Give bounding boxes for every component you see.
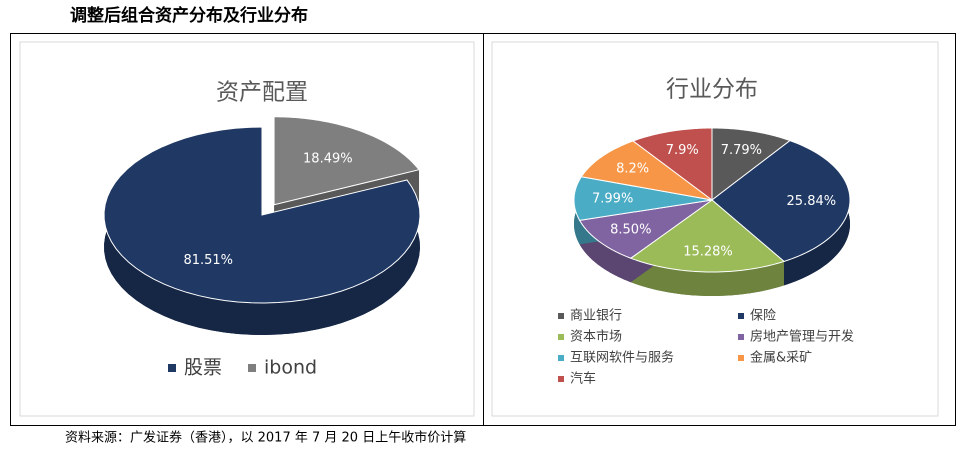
slice — [711, 127, 792, 202]
data-label: 7.9% — [666, 143, 699, 158]
legend-swatch — [248, 364, 256, 372]
legend-swatch — [558, 355, 564, 361]
slice — [629, 199, 786, 273]
left-chart-area — [19, 41, 475, 417]
right-chart-area — [491, 41, 939, 417]
data-label: 7.79% — [721, 143, 762, 158]
slice-side — [579, 220, 631, 283]
slice — [103, 126, 421, 304]
data-label: 15.28% — [683, 244, 733, 259]
legend-swatch — [558, 376, 564, 382]
legend-label: 互联网软件与服务 — [570, 350, 674, 366]
legend-label: 保险 — [750, 309, 776, 324]
legend-label: ibond — [264, 357, 317, 379]
source-note: 资料来源：广发证券（香港），以 2017 年 7 月 20 日上午收市价计算 — [65, 430, 466, 446]
legend-swatch — [738, 355, 744, 361]
legend-swatch — [738, 313, 744, 319]
right-panel — [483, 33, 956, 426]
legend-swatch — [558, 313, 564, 319]
slice — [580, 140, 713, 201]
slice — [273, 116, 420, 206]
legend-swatch — [558, 334, 564, 340]
legend-label: 汽车 — [570, 371, 596, 387]
slice — [632, 127, 713, 201]
legend-label: 资本市场 — [570, 329, 622, 345]
chart-title: 行业分布 — [666, 77, 758, 103]
slice-side — [630, 258, 785, 296]
legend-swatch — [168, 364, 176, 372]
chart-title: 资产配置 — [216, 80, 308, 106]
slice — [578, 199, 713, 259]
data-label: 8.50% — [610, 222, 651, 237]
legend-label: 商业银行 — [570, 309, 622, 324]
data-label: 81.51% — [183, 253, 233, 268]
slice — [711, 140, 851, 262]
data-label: 8.2% — [616, 161, 649, 176]
data-label: 25.84% — [787, 194, 837, 209]
legend-label: 股票 — [184, 357, 222, 379]
slice — [573, 176, 713, 221]
data-label: 7.99% — [592, 191, 633, 206]
page-title: 调整后组合资产分布及行业分布 — [70, 5, 308, 26]
legend-swatch — [738, 334, 744, 340]
legend-label: 房地产管理与开发 — [750, 329, 854, 345]
legend-label: 金属&采矿 — [750, 350, 812, 366]
data-label: 18.49% — [303, 152, 353, 167]
